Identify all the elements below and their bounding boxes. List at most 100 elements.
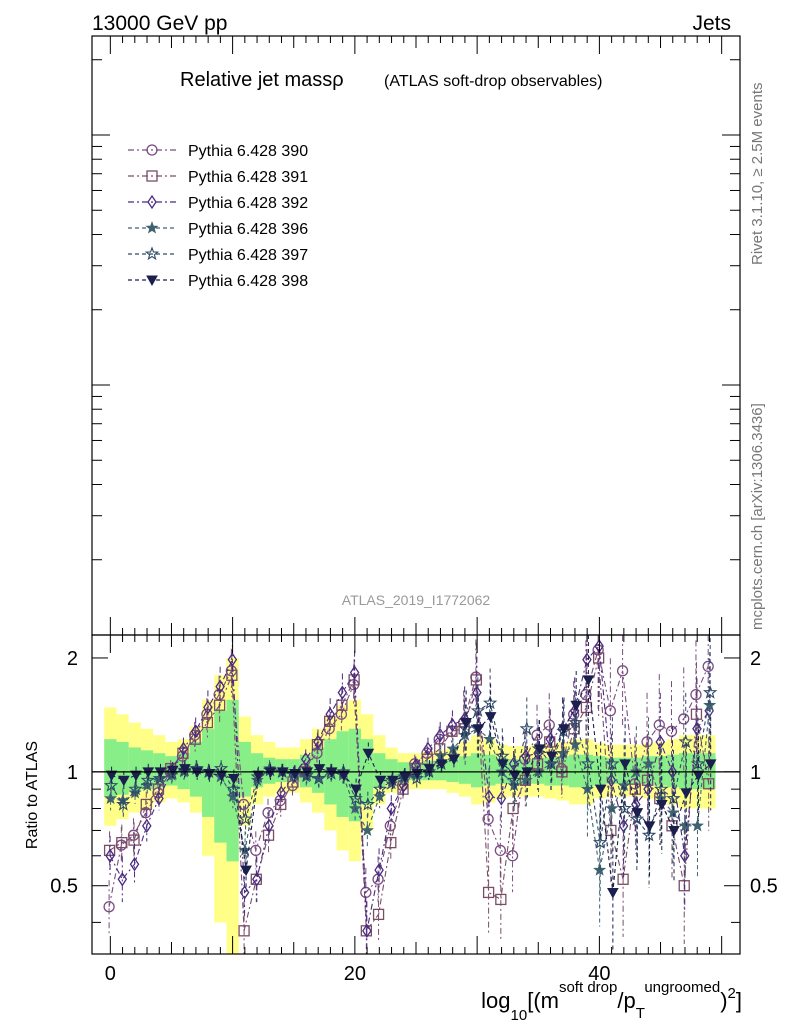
data-point — [179, 764, 191, 775]
data-point — [117, 872, 128, 887]
data-point — [299, 767, 314, 782]
data-point — [104, 791, 118, 805]
legend-item: Pythia 6.428 396 — [128, 221, 308, 238]
data-point — [616, 665, 629, 677]
data-point — [325, 707, 335, 722]
data-point — [105, 848, 115, 863]
data-point — [237, 798, 250, 811]
band-green — [678, 753, 692, 790]
data-point — [702, 660, 714, 673]
legend-label: Pythia 6.428 392 — [188, 195, 308, 212]
y-tick-label: 0.5 — [50, 876, 78, 898]
data-point — [679, 848, 690, 863]
data-point — [690, 818, 704, 832]
data-point — [495, 748, 510, 763]
data-point — [240, 865, 252, 877]
data-point — [570, 700, 583, 712]
data-point — [580, 701, 593, 714]
data-point — [360, 886, 372, 899]
data-point — [605, 756, 620, 770]
data-point — [482, 886, 495, 899]
data-point — [250, 844, 262, 857]
data-point — [336, 699, 348, 711]
data-point — [105, 770, 118, 782]
data-point — [653, 719, 665, 731]
main-panel-ticks — [92, 36, 740, 635]
data-point — [313, 734, 323, 750]
data-point — [116, 796, 131, 811]
y-tick-label: 2 — [750, 648, 761, 670]
legend-label: Pythia 6.428 390 — [188, 143, 308, 160]
data-point — [152, 770, 168, 785]
band-green — [568, 754, 582, 788]
side-label-events: Rivet 3.1.10, ≥ 2.5M events — [749, 83, 766, 266]
data-point — [592, 835, 608, 849]
data-point — [128, 781, 143, 796]
legend-marker — [146, 144, 158, 156]
data-point — [470, 703, 486, 717]
data-point — [252, 872, 262, 887]
data-point — [360, 796, 376, 811]
data-point — [448, 754, 460, 766]
band-green — [116, 741, 129, 795]
data-point — [238, 811, 253, 826]
data-point — [655, 734, 666, 750]
data-point — [666, 805, 680, 819]
band-green — [654, 756, 667, 786]
analysis-watermark: ATLAS_2019_I1772062 — [342, 592, 491, 608]
data-point — [692, 770, 705, 782]
data-point — [594, 784, 607, 796]
data-point — [337, 685, 348, 700]
data-point — [509, 770, 521, 782]
main-panel-frame — [91, 35, 741, 636]
data-point — [678, 734, 693, 749]
data-point — [558, 724, 570, 735]
data-point — [506, 850, 519, 862]
data-point — [458, 721, 473, 735]
x-tick-label: 0 — [105, 963, 116, 985]
ratio-panel-frame — [91, 634, 741, 955]
ratio-panel-ticks: 0.5 0.51 12 20 20 40 — [50, 635, 778, 985]
data-point — [618, 818, 629, 833]
legend-marker — [147, 194, 157, 210]
x-tick-label: 40 — [588, 963, 610, 985]
data-point — [386, 775, 399, 787]
data-point — [215, 770, 228, 782]
data-point — [507, 778, 521, 792]
data-point — [484, 789, 494, 804]
data-point — [447, 717, 458, 733]
data-point — [631, 808, 644, 819]
legend-label: Pythia 6.428 397 — [188, 247, 308, 264]
series-6 — [105, 635, 717, 952]
data-point — [680, 788, 693, 799]
data-point — [544, 756, 559, 770]
data-point — [507, 802, 519, 815]
header-right: Jets — [692, 12, 731, 35]
data-point — [556, 746, 570, 759]
data-point — [362, 923, 372, 938]
legend-marker — [146, 170, 158, 182]
x-tick-label: 20 — [344, 963, 366, 985]
legend-label: Pythia 6.428 398 — [188, 273, 308, 290]
data-point — [484, 712, 497, 723]
data-point — [568, 714, 583, 729]
data-point — [545, 751, 558, 763]
data-point — [568, 708, 580, 720]
data-point — [203, 700, 213, 715]
data-point — [703, 778, 715, 790]
band-green — [458, 756, 472, 784]
data-point — [495, 893, 507, 906]
band-green — [128, 747, 141, 791]
data-point — [678, 713, 690, 725]
data-point — [338, 770, 350, 782]
data-point — [668, 825, 680, 837]
data-point — [617, 800, 632, 815]
data-point — [704, 759, 717, 770]
data-point — [372, 908, 385, 921]
data-point — [435, 759, 448, 770]
legend-item: Pythia 6.428 392 — [128, 194, 308, 212]
data-point — [372, 781, 388, 796]
legend-item: Pythia 6.428 398 — [128, 273, 308, 290]
data-point — [423, 741, 433, 757]
